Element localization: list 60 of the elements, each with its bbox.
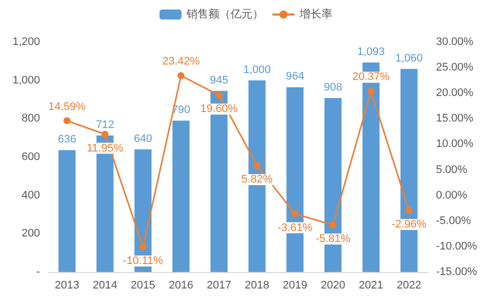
point	[178, 72, 184, 80]
data-label: 19.60%	[200, 103, 238, 116]
point	[216, 92, 222, 99]
y2-tick-label: 5.00%	[436, 164, 468, 176]
legend-label: 销售额（亿元）	[186, 8, 264, 20]
y2-tick-label: 10.00%	[436, 138, 474, 150]
data-label: -2.96%	[392, 218, 427, 230]
point	[330, 222, 336, 229]
y2-tick-label: 20.00%	[436, 87, 474, 100]
y2-tick-label: 0.00%	[436, 189, 468, 202]
data-label: 712	[96, 119, 114, 132]
y2-tick-label: 30.00%	[436, 36, 474, 48]
x-tick-label: 2021	[358, 280, 384, 292]
y-tick-label: 600	[22, 151, 40, 163]
data-label: 14.59%	[48, 100, 86, 113]
x-tick-label: 2020	[320, 280, 346, 292]
point	[368, 88, 374, 95]
y2-tick-label: 15.00%	[436, 112, 474, 125]
x-tick-label: 2015	[130, 280, 156, 292]
y2-tick-label: 25.00%	[436, 62, 474, 74]
data-label: 5.82%	[241, 174, 273, 186]
x-tick-label: 2019	[282, 280, 308, 292]
x-tick-label: 2017	[206, 280, 232, 292]
data-label: 1,000	[243, 64, 271, 76]
y-tick-label: 800	[22, 112, 40, 125]
data-label: 1,060	[395, 52, 423, 64]
point	[64, 117, 70, 124]
legend-label: 增长率	[298, 8, 332, 20]
x-tick-label: 2014	[92, 280, 118, 292]
data-label: 20.37%	[352, 71, 390, 84]
x-tick-label: 2016	[168, 280, 194, 292]
x-tick-label: 2018	[244, 280, 270, 292]
data-label: -5.81%	[316, 233, 351, 246]
data-label: 636	[58, 134, 76, 146]
data-label: -3.61%	[278, 222, 313, 234]
bar	[172, 120, 190, 272]
data-label: -10.11%	[122, 255, 164, 268]
y2-tick-label: -5.00%	[436, 214, 472, 227]
y-tick-label: 400	[22, 189, 40, 202]
y-tick-label: 1,200	[12, 36, 40, 48]
y-tick-label: 200	[22, 228, 40, 240]
point	[292, 210, 298, 218]
y-tick-label: -	[36, 266, 40, 278]
bar	[58, 150, 76, 272]
point	[406, 206, 412, 214]
y2-tick-label: -10.00%	[436, 240, 478, 252]
point	[254, 162, 260, 170]
data-label: 1,093	[357, 46, 385, 58]
data-label: 23.42%	[162, 56, 200, 68]
point	[102, 130, 108, 138]
data-label: 640	[134, 132, 152, 145]
point	[140, 244, 146, 251]
data-label: 964	[286, 70, 304, 83]
y-tick-label: 1,000	[12, 74, 40, 86]
x-tick-label: 2022	[396, 280, 422, 292]
x-tick-label: 2013	[54, 280, 80, 292]
data-label: 908	[324, 81, 342, 94]
data-label: 11.95%	[86, 142, 124, 154]
y2-tick-label: -15.00%	[436, 266, 478, 278]
data-label: 945	[210, 74, 228, 86]
